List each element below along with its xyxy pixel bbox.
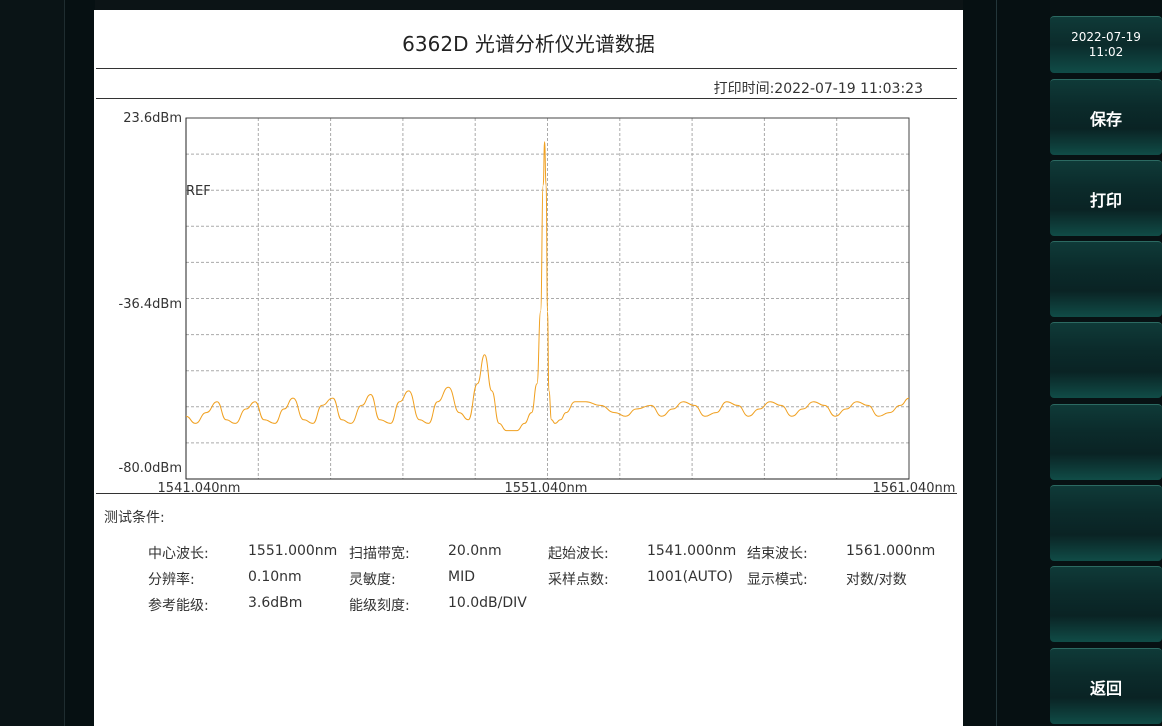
softkey-6[interactable] — [1050, 485, 1162, 561]
print-button-label: 打印 — [1089, 190, 1122, 210]
report-title: 6362D 光谱分析仪光谱数据 — [402, 32, 655, 56]
softkey-3[interactable] — [1050, 241, 1162, 317]
save-button-label: 保存 — [1089, 109, 1122, 129]
softkey-7[interactable] — [1050, 566, 1162, 642]
softkey-sidebar: 2022-07-19 11:02 保存 打印 返回 — [1050, 0, 1162, 726]
x-label-end: 1561.040nm — [873, 481, 956, 493]
sensitivity-value: MID — [448, 569, 475, 585]
left-panel — [0, 0, 64, 726]
scan-bandwidth-label: 扫描带宽: — [349, 546, 410, 562]
print-time: 打印时间:2022-07-19 11:03:23 — [713, 81, 923, 97]
chart-bottom-rule — [96, 493, 957, 494]
center-wavelength-value: 1551.000nm — [248, 543, 338, 559]
date-text: 2022-07-19 — [1071, 30, 1141, 44]
sample-points-value: 1001(AUTO) — [647, 569, 733, 585]
ref-label: REF — [186, 184, 211, 199]
report-page: 6362D 光谱分析仪光谱数据 打印时间:2022-07-19 11:03:23… — [94, 10, 963, 726]
back-button[interactable]: 返回 — [1050, 648, 1162, 724]
header-rule — [96, 98, 957, 99]
title-rule — [96, 68, 957, 69]
sensitivity-label: 灵敏度: — [349, 572, 396, 588]
level-scale-label: 能级刻度: — [349, 598, 410, 614]
time-text: 11:02 — [1088, 45, 1124, 59]
end-wavelength-label: 结束波长: — [747, 546, 808, 562]
center-wavelength-label: 中心波长: — [148, 546, 209, 562]
softkey-5[interactable] — [1050, 404, 1162, 480]
spectrum-trace — [185, 141, 910, 432]
start-wavelength-label: 起始波长: — [548, 546, 609, 562]
y-label-mid: -36.4dBm — [119, 297, 182, 312]
end-wavelength-value: 1561.000nm — [846, 543, 936, 559]
level-scale-value: 10.0dB/DIV — [448, 595, 527, 611]
start-wavelength-value: 1541.000nm — [647, 543, 737, 559]
spectrum-chart: 23.6dBm -36.4dBm -80.0dBm REF 1541.040nm… — [119, 111, 956, 493]
reference-level-value: 3.6dBm — [248, 595, 303, 611]
y-label-bottom: -80.0dBm — [119, 461, 182, 476]
right-divider — [996, 0, 997, 726]
sample-points-label: 采样点数: — [548, 572, 609, 588]
resolution-value: 0.10nm — [248, 569, 302, 585]
left-separator — [64, 0, 95, 726]
display-mode-value: 对数/对数 — [846, 572, 907, 588]
right-band — [963, 0, 1050, 726]
softkey-4[interactable] — [1050, 322, 1162, 398]
back-button-label: 返回 — [1089, 678, 1122, 698]
x-label-center: 1551.040nm — [505, 481, 588, 493]
reference-level-label: 参考能级: — [148, 598, 209, 614]
conditions-title: 测试条件: — [104, 510, 165, 526]
resolution-label: 分辨率: — [148, 572, 195, 588]
scan-bandwidth-value: 20.0nm — [448, 543, 502, 559]
chart-grid — [186, 118, 909, 479]
save-button[interactable]: 保存 — [1050, 79, 1162, 155]
datetime-display: 2022-07-19 11:02 — [1050, 16, 1162, 73]
x-label-start: 1541.040nm — [158, 481, 241, 493]
y-label-top: 23.6dBm — [123, 111, 182, 126]
display-mode-label: 显示模式: — [747, 572, 808, 588]
print-button[interactable]: 打印 — [1050, 160, 1162, 236]
